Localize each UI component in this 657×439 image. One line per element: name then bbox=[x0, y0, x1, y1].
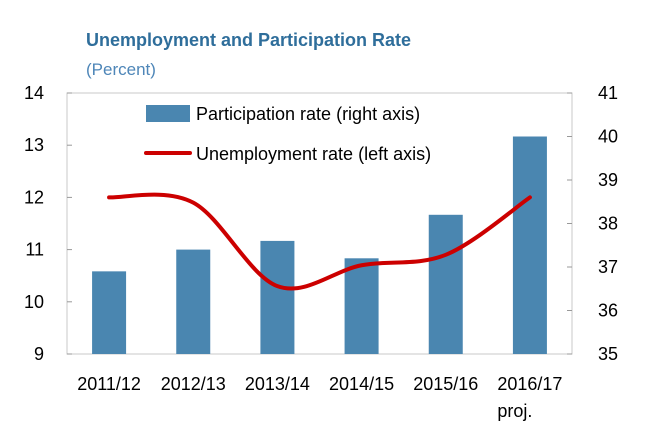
bar-2014/15 bbox=[344, 258, 379, 354]
left-axis-ticks: 9 10 11 12 13 14 bbox=[24, 83, 72, 364]
legend-bar-swatch bbox=[146, 105, 190, 122]
lines-layer bbox=[107, 192, 532, 291]
legend: Participation rate (right axis) Unemploym… bbox=[144, 104, 431, 164]
left-tick-label: 9 bbox=[34, 344, 44, 364]
left-tick-label: 13 bbox=[24, 135, 44, 155]
chart-subtitle: (Percent) bbox=[86, 60, 156, 79]
bar-2013/14 bbox=[260, 240, 295, 354]
x-tick-label: 2015/16 bbox=[413, 374, 478, 394]
right-tick-label: 36 bbox=[598, 301, 618, 321]
left-tick-label: 12 bbox=[24, 187, 44, 207]
chart-title: Unemployment and Participation Rate bbox=[86, 30, 412, 50]
right-tick-label: 38 bbox=[598, 214, 618, 234]
right-tick-label: 39 bbox=[598, 170, 618, 190]
bar-2011/12 bbox=[92, 271, 127, 354]
x-tick-label: 2014/15 bbox=[329, 374, 394, 394]
x-tick-label: 2013/14 bbox=[245, 374, 310, 394]
left-tick-label: 11 bbox=[25, 240, 44, 260]
x-tick-label: 2016/17 bbox=[497, 374, 562, 394]
unemployment-line bbox=[107, 192, 532, 291]
bars-layer bbox=[92, 136, 547, 354]
x-tick-sublabel: proj. bbox=[497, 401, 532, 421]
x-tick-label: 2012/13 bbox=[161, 374, 226, 394]
x-axis-ticks: 2011/12 2012/13 2013/14 2014/15 2015/16 2016/… bbox=[77, 374, 562, 421]
bar-2012/13 bbox=[176, 249, 211, 354]
left-tick-label: 14 bbox=[24, 83, 44, 103]
left-tick-label: 10 bbox=[24, 292, 44, 312]
bar-2015/16 bbox=[428, 214, 463, 354]
right-tick-label: 37 bbox=[598, 257, 618, 277]
legend-bar-label: Participation rate (right axis) bbox=[196, 104, 420, 124]
right-axis-ticks: 35 36 37 38 39 40 41 bbox=[567, 83, 618, 364]
right-tick-label: 40 bbox=[598, 127, 618, 147]
right-tick-label: 41 bbox=[598, 83, 618, 103]
x-tick-label: 2011/12 bbox=[77, 374, 141, 394]
legend-line-label: Unemployment rate (left axis) bbox=[196, 144, 431, 164]
bar-2016/17 bbox=[512, 136, 547, 354]
right-tick-label: 35 bbox=[598, 344, 618, 364]
